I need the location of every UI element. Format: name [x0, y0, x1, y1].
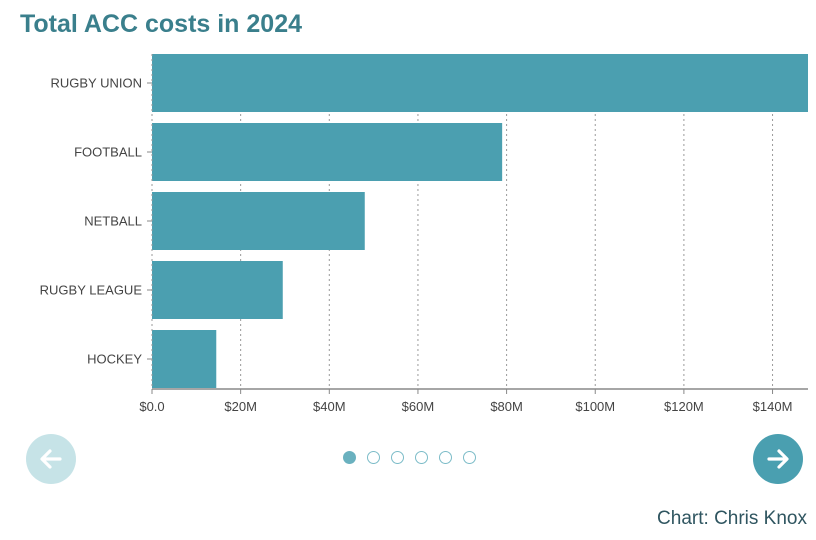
- category-label: NETBALL: [84, 214, 142, 229]
- bar-chart: RUGBY UNION FOOTBALL NETBALL RUGBY LEAGUE HO…: [40, 54, 808, 414]
- next-chart-button[interactable]: [753, 434, 803, 484]
- bar-rugby-league: [152, 261, 283, 319]
- carousel-dot-2[interactable]: [367, 451, 380, 464]
- arrow-right-icon: [767, 449, 789, 469]
- bar-rugby-union: [152, 54, 808, 112]
- x-tick-label: $120M: [664, 399, 704, 414]
- bar-football: [152, 123, 503, 181]
- carousel-dot-3[interactable]: [391, 451, 404, 464]
- x-tick-label: $0.0: [139, 399, 164, 414]
- carousel-dot-6[interactable]: [463, 451, 476, 464]
- x-tick-label: $60M: [402, 399, 435, 414]
- bars: [152, 54, 808, 388]
- carousel-dot-4[interactable]: [415, 451, 428, 464]
- carousel-dot-1[interactable]: [343, 451, 356, 464]
- carousel-dot-5[interactable]: [439, 451, 452, 464]
- x-tick-label: $40M: [313, 399, 346, 414]
- x-axis: $0.0 $20M $40M $60M $80M $100M $120M $140M: [139, 54, 808, 414]
- bar-netball: [152, 192, 365, 250]
- carousel-pagination: [343, 451, 476, 464]
- previous-chart-button[interactable]: [26, 434, 76, 484]
- category-label: FOOTBALL: [74, 145, 142, 160]
- x-tick-label: $20M: [224, 399, 257, 414]
- category-label: RUGBY UNION: [51, 76, 143, 91]
- bar-hockey: [152, 330, 217, 388]
- chart-credit: Chart: Chris Knox: [657, 508, 807, 529]
- x-tick-label: $100M: [575, 399, 615, 414]
- category-label: HOCKEY: [87, 352, 142, 367]
- chart-title: Total ACC costs in 2024: [20, 10, 303, 38]
- arrow-left-icon: [40, 449, 62, 469]
- category-label: RUGBY LEAGUE: [40, 283, 143, 298]
- x-tick-label: $80M: [490, 399, 523, 414]
- x-tick-label: $140M: [753, 399, 793, 414]
- category-labels: RUGBY UNION FOOTBALL NETBALL RUGBY LEAGUE HO…: [40, 76, 143, 367]
